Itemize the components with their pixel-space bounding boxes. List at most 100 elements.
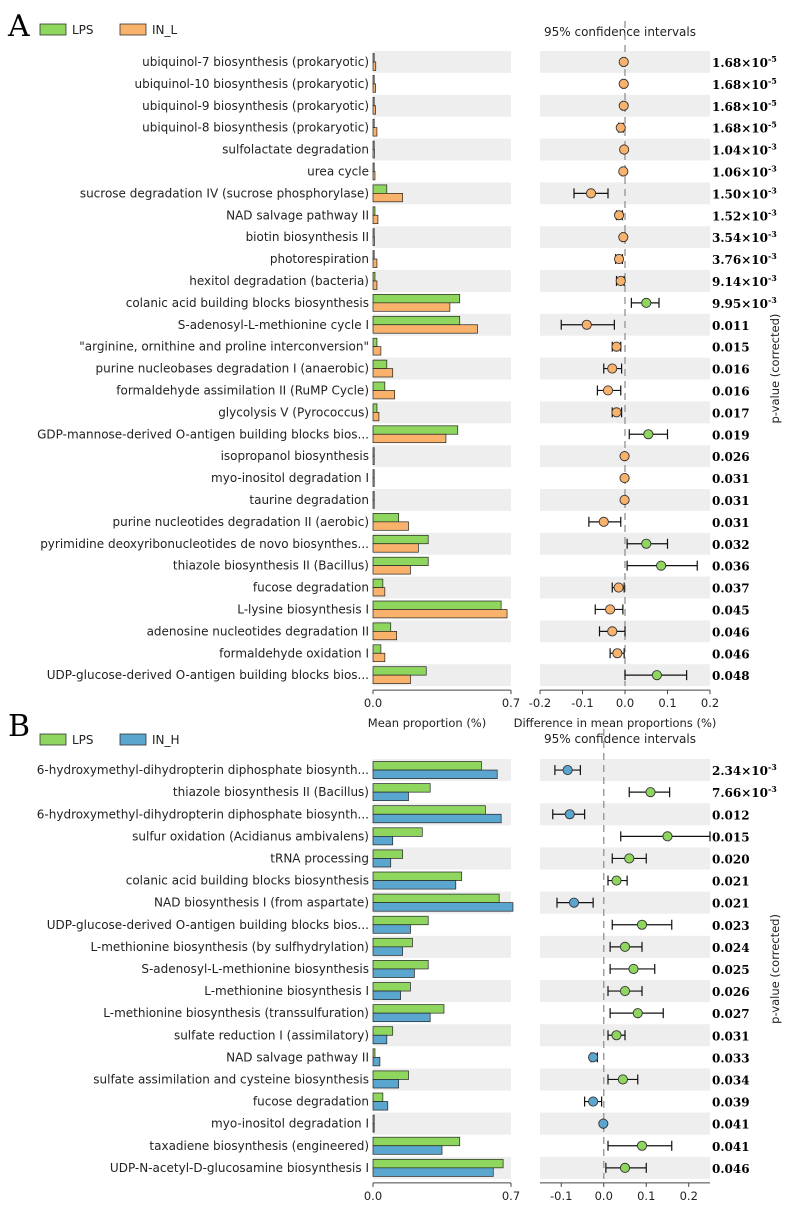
- bar-in-l: [372, 543, 419, 553]
- ci-point: [619, 986, 631, 997]
- bar-lps: [372, 118, 375, 128]
- p-value: 0.046: [712, 625, 750, 639]
- bar-in-l: [372, 368, 394, 378]
- bar-in-l: [372, 477, 375, 487]
- bar-lps: [372, 893, 500, 903]
- category-label: UDP-N-acetyl-D-glucosamine biosynthesis …: [110, 1161, 369, 1175]
- p-value: 0.021: [712, 875, 750, 889]
- panel-a: A LPS IN_L 95% confidence intervals ubiquin…: [7, 9, 782, 730]
- diff-x-tick-label: 0.0: [595, 1189, 613, 1203]
- category-label: taxadiene biosynthesis (engineered): [149, 1139, 369, 1153]
- bar-in-h: [372, 1145, 443, 1155]
- legend-swatch-lps: [39, 23, 67, 36]
- bar-lps: [372, 578, 384, 588]
- bar-lps: [372, 272, 376, 282]
- ci-point: [641, 538, 652, 549]
- bar-lps: [372, 315, 461, 326]
- ci-point: [618, 232, 629, 243]
- bar-in-h: [372, 858, 392, 868]
- category-label: urea cycle: [307, 164, 369, 178]
- ci-point: [598, 1118, 609, 1129]
- category-label: purine nucleobases degradation I (anaero…: [96, 362, 369, 376]
- bar-lps: [372, 849, 403, 859]
- bar-in-h: [372, 1123, 375, 1133]
- ci-point: [614, 210, 625, 221]
- p-value: 0.016: [712, 384, 750, 398]
- bar-in-h: [372, 813, 502, 824]
- bar-in-h: [372, 990, 401, 1000]
- legend-swatch-in-h: [119, 733, 147, 746]
- category-label: formaldehyde oxidation I: [219, 646, 369, 660]
- bar-lps: [372, 761, 482, 771]
- bar-x-tick-label: 0.0: [364, 1189, 382, 1203]
- bar-lps: [372, 1092, 384, 1102]
- category-label: UDP-glucose-derived O-antigen building b…: [47, 668, 369, 682]
- bar-in-l: [372, 193, 403, 203]
- row-band-left: [373, 847, 511, 870]
- bar-lps: [372, 337, 378, 348]
- category-label: NAD biosynthesis I (from aspartate): [154, 896, 369, 910]
- row-band-left: [373, 489, 511, 511]
- bar-lps: [372, 228, 375, 238]
- bar-lps: [372, 1026, 394, 1036]
- bar-in-h: [372, 1056, 381, 1067]
- bar-in-l: [372, 280, 378, 290]
- diff-x-tick-label: 0.1: [658, 696, 676, 710]
- bar-lps: [372, 556, 429, 567]
- p-value: 0.045: [712, 603, 750, 617]
- diff-x-tick-label: 0.2: [680, 1189, 698, 1203]
- row-band-right: [540, 401, 710, 424]
- ci-point: [585, 188, 597, 199]
- ci-point: [618, 100, 629, 111]
- ci-point: [611, 1030, 622, 1041]
- bar-lps: [372, 982, 411, 992]
- bar-in-l: [372, 433, 447, 444]
- row-band-left: [373, 1024, 511, 1047]
- p-value: 0.016: [712, 363, 750, 377]
- bar-lps: [372, 1048, 376, 1058]
- p-value: 0.027: [712, 1007, 750, 1021]
- ci-point: [641, 297, 652, 308]
- ci-point: [612, 648, 623, 659]
- bar-lps: [372, 162, 375, 172]
- ci-title: 95% confidence intervals: [544, 25, 696, 39]
- row-band-right: [540, 357, 710, 380]
- bar-in-l: [372, 127, 378, 137]
- ci-point: [662, 831, 673, 842]
- ci-point: [619, 451, 630, 462]
- category-label: L-methionine biosynthesis I: [204, 984, 369, 998]
- p-value: 1.68×10-5: [712, 54, 777, 70]
- ci-point: [598, 516, 609, 527]
- bar-in-h: [372, 835, 394, 846]
- ci-point: [636, 919, 648, 930]
- p-value: 0.024: [712, 941, 750, 955]
- category-label: ubiquinol-10 biosynthesis (prokaryotic): [134, 77, 369, 91]
- row-band-right: [540, 1112, 710, 1135]
- category-label: taurine degradation: [249, 493, 369, 507]
- bar-lps: [372, 1114, 375, 1124]
- category-label: 6-hydroxymethyl-dihydropterin diphosphat…: [37, 807, 369, 821]
- ci-point: [619, 494, 630, 506]
- bar-lps: [372, 600, 502, 610]
- ci-point: [619, 941, 631, 952]
- bar-in-l: [372, 674, 411, 684]
- bar-x-tick-label: 0.7: [502, 1189, 520, 1203]
- bar-in-l: [372, 105, 376, 115]
- ci-point: [611, 407, 622, 418]
- diff-x-tick-label: 0.1: [637, 1189, 655, 1203]
- category-label: sucrose degradation IV (sucrose phosphor…: [80, 186, 369, 200]
- row-band-left: [373, 401, 511, 424]
- panel-b: B LPS IN_H 95% confidence intervals 6-hydro…: [8, 709, 782, 1211]
- bar-in-h: [372, 968, 415, 978]
- row-band-right: [540, 759, 710, 782]
- bar-x-axis-title: Mean proportion (%): [368, 1209, 486, 1211]
- p-value: 1.50×10-3: [712, 185, 777, 201]
- bar-lps: [372, 469, 375, 479]
- bar-lps: [372, 1136, 461, 1147]
- bar-lps: [372, 184, 388, 194]
- category-label: UDP-glucose-derived O-antigen building b…: [47, 918, 369, 932]
- category-label: 6-hydroxymethyl-dihydropterin diphosphat…: [37, 763, 369, 777]
- bar-lps: [372, 53, 375, 63]
- p-value: 0.015: [712, 341, 750, 355]
- ci-point: [588, 1096, 599, 1107]
